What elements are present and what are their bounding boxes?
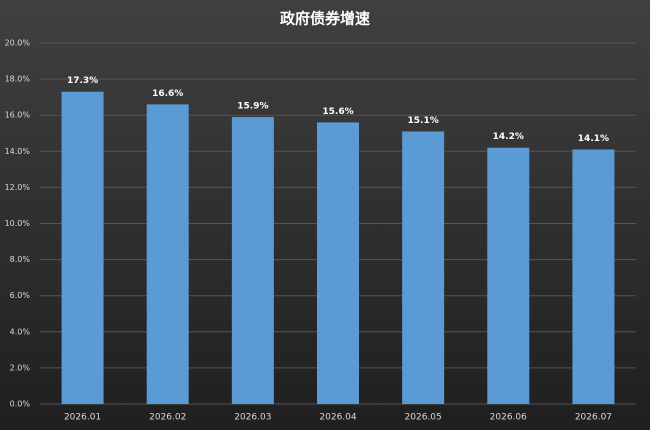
bar bbox=[61, 91, 104, 405]
data-label: 16.6% bbox=[152, 89, 183, 99]
y-tick-label: 14.0% bbox=[5, 147, 31, 156]
bar bbox=[572, 149, 615, 404]
y-tick-label: 8.0% bbox=[10, 255, 31, 264]
bar bbox=[487, 147, 530, 404]
data-label: 15.1% bbox=[408, 116, 439, 126]
y-tick-label: 10.0% bbox=[5, 219, 31, 228]
x-tick-label: 2026.06 bbox=[490, 413, 527, 423]
y-tick-label: 0.0% bbox=[10, 400, 31, 409]
data-label: 14.2% bbox=[493, 132, 524, 142]
data-label: 14.1% bbox=[578, 134, 609, 144]
y-tick-label: 20.0% bbox=[5, 39, 31, 48]
data-label: 15.6% bbox=[322, 107, 353, 117]
chart-title: 政府债券增速 bbox=[280, 10, 370, 28]
x-tick-label: 2026.07 bbox=[575, 413, 612, 423]
y-tick-label: 2.0% bbox=[10, 363, 31, 372]
data-label: 17.3% bbox=[67, 76, 98, 86]
y-tick-label: 12.0% bbox=[5, 183, 31, 192]
x-tick-label: 2026.03 bbox=[234, 413, 271, 423]
x-tick-label: 2026.01 bbox=[64, 413, 101, 423]
x-tick-label: 2026.04 bbox=[319, 413, 356, 423]
y-tick-label: 16.0% bbox=[5, 111, 31, 120]
y-tick-label: 6.0% bbox=[10, 291, 31, 300]
bar bbox=[402, 131, 445, 404]
y-tick-label: 18.0% bbox=[5, 75, 31, 84]
x-tick-label: 2026.02 bbox=[149, 413, 186, 423]
bar bbox=[231, 117, 274, 404]
y-tick-label: 4.0% bbox=[10, 327, 31, 336]
data-label: 15.9% bbox=[237, 102, 268, 112]
bar bbox=[146, 104, 189, 405]
bar bbox=[317, 122, 359, 405]
x-tick-label: 2026.05 bbox=[405, 413, 442, 423]
